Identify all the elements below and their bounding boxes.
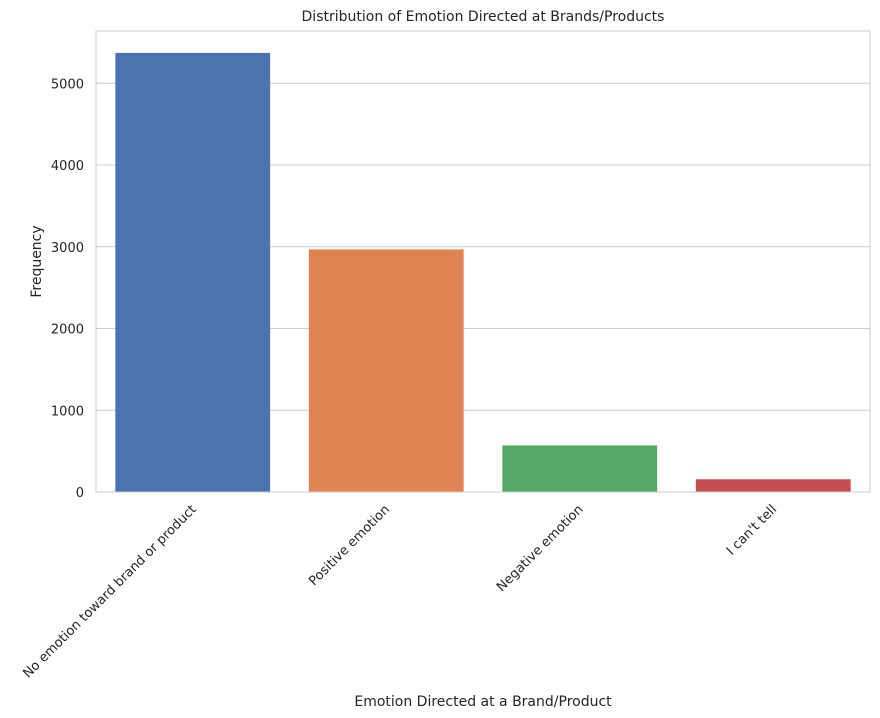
y-tick-label: 0 bbox=[76, 486, 84, 501]
y-tick-label: 5000 bbox=[51, 77, 84, 92]
y-tick-label: 2000 bbox=[51, 323, 84, 338]
bars bbox=[115, 52, 851, 493]
x-axis-label: Emotion Directed at a Brand/Product bbox=[354, 694, 612, 710]
chart-title: Distribution of Emotion Directed at Bran… bbox=[302, 9, 665, 25]
y-tick-label: 3000 bbox=[51, 241, 84, 256]
bar-2 bbox=[308, 249, 464, 492]
bar-1 bbox=[115, 52, 271, 493]
bar-4 bbox=[695, 479, 851, 492]
bar-3 bbox=[502, 445, 658, 492]
y-tick-label: 1000 bbox=[51, 404, 84, 419]
y-tick-labels: 0 1000 2000 3000 4000 5000 bbox=[51, 77, 84, 501]
plot-frame bbox=[95, 30, 871, 493]
y-tick-label: 4000 bbox=[51, 159, 84, 174]
y-axis-label: Frequency bbox=[29, 225, 45, 297]
